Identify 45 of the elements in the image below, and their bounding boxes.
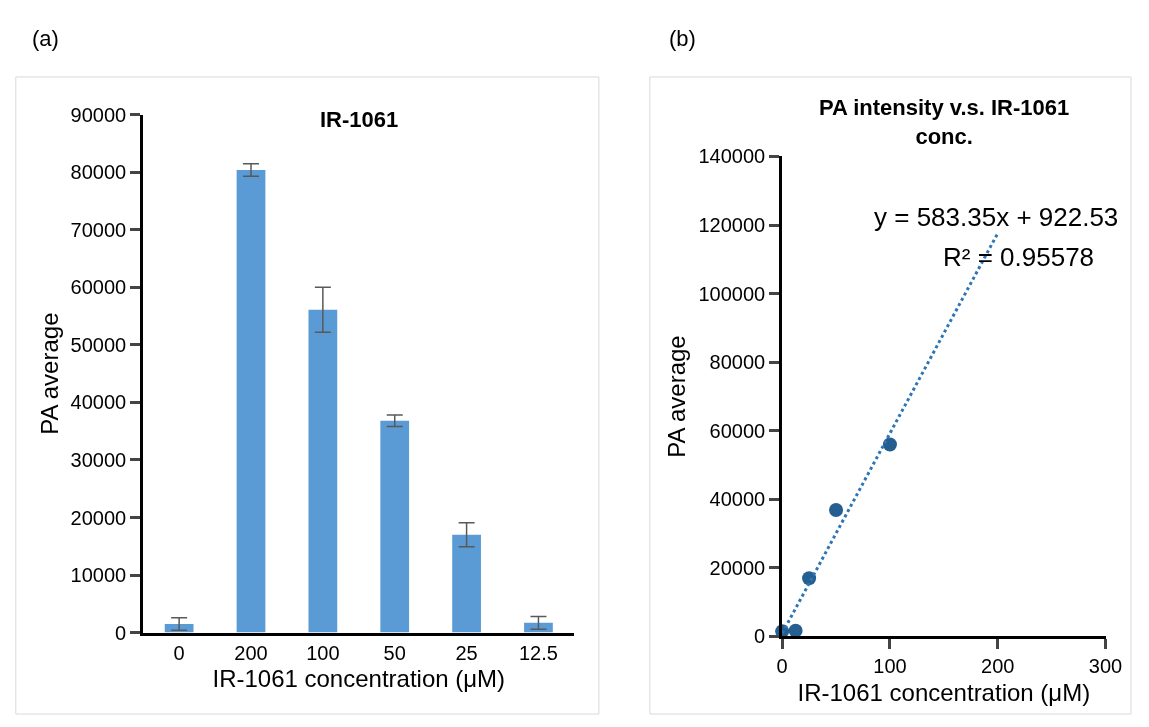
- x-axis-title: IR-1061 concentration (μM): [797, 678, 1091, 706]
- x-tick-label: 300: [1088, 655, 1123, 678]
- x-tick-label: 100: [306, 641, 340, 664]
- y-tick-label: 60000: [70, 276, 127, 299]
- text: (b): [669, 26, 696, 51]
- y-tick-label: 20000: [70, 506, 127, 529]
- y-tick-label: 30000: [70, 448, 127, 471]
- x-tick-label: 200: [234, 641, 268, 664]
- chart-title: PA intensity v.s. IR-1061 conc.: [819, 95, 1070, 149]
- annotation: R² = 0.95578: [943, 242, 1095, 272]
- y-tick-label: 60000: [709, 419, 766, 442]
- x-tick-label: 200: [981, 655, 1015, 678]
- y-tick-label: 80000: [70, 161, 127, 184]
- x-tick-label: 100: [873, 655, 907, 678]
- point: [829, 502, 844, 517]
- y-tick-label: 70000: [70, 218, 127, 241]
- bar: [308, 309, 338, 633]
- y-tick-label: 100000: [698, 282, 766, 305]
- x-tick-label: 0: [776, 655, 788, 678]
- y-axis-title: PA average: [35, 312, 63, 435]
- annotation: y = 583.35x + 922.53: [874, 202, 1119, 232]
- y-tick-label: 40000: [70, 391, 127, 414]
- point: [788, 623, 803, 638]
- y-tick-label: 40000: [709, 488, 766, 511]
- y-tick-label: 20000: [709, 556, 766, 579]
- bar: [452, 534, 481, 633]
- y-tick-label: 80000: [709, 351, 766, 374]
- bar: [236, 170, 266, 633]
- x-tick-label: 0: [173, 641, 185, 664]
- chart-title: IR-1061: [320, 107, 399, 132]
- y-tick-label: 0: [754, 625, 766, 648]
- bar: [380, 420, 410, 633]
- y-tick-label: 10000: [70, 564, 127, 587]
- point: [882, 437, 897, 452]
- x-tick-label: 12.5: [518, 641, 558, 664]
- y-axis-title: PA average: [663, 335, 691, 458]
- y-tick-label: 0: [115, 621, 127, 644]
- x-tick-label: 50: [383, 641, 406, 664]
- x-axis-title: IR-1061 concentration (μM): [212, 664, 506, 692]
- y-tick-label: 50000: [70, 333, 127, 356]
- y-tick-label: 120000: [698, 214, 766, 237]
- y-tick-label: 140000: [698, 145, 766, 168]
- x-tick-label: 25: [455, 641, 478, 664]
- text: (a): [32, 26, 59, 51]
- y-tick-label: 90000: [70, 103, 127, 126]
